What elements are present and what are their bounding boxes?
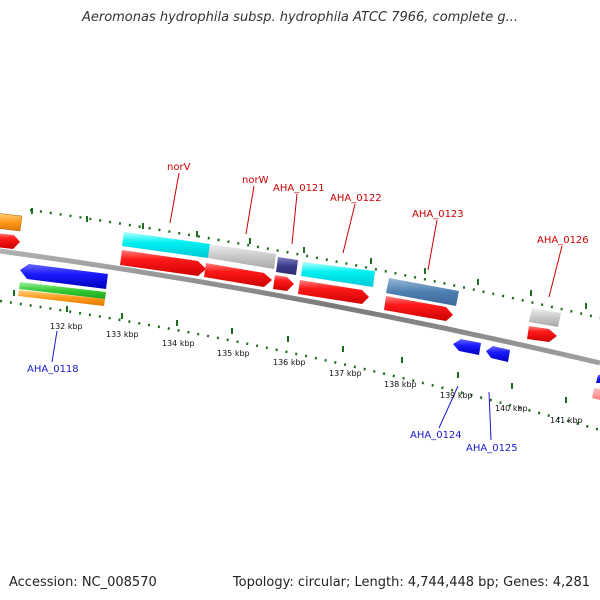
scale-label: 138 kbp — [384, 380, 417, 389]
scale-label: 137 kbp — [329, 369, 362, 378]
gene-feature[interactable] — [276, 257, 298, 275]
scale-label: 133 kbp — [106, 330, 139, 339]
gene-arrow[interactable] — [204, 263, 272, 287]
feature-track-red — [0, 233, 600, 400]
scale-label: 134 kbp — [162, 339, 195, 348]
gene-arrow[interactable] — [384, 296, 453, 321]
gene-feature[interactable] — [0, 213, 23, 232]
label-leaders-bottom — [51, 330, 492, 441]
scale-label: 139 kbp — [440, 391, 473, 400]
gene-feature[interactable] — [596, 375, 600, 383]
gene-feature[interactable] — [208, 244, 276, 269]
scale-label: 132 kbp — [50, 322, 83, 331]
gene-arrow[interactable] — [120, 250, 206, 276]
gene-arrow[interactable] — [273, 275, 294, 291]
gene-label-aha-0122[interactable]: AHA_0122 — [330, 193, 382, 204]
gene-feature[interactable] — [122, 232, 210, 258]
scale-label: 136 kbp — [273, 358, 306, 367]
feature-track-outer — [0, 213, 561, 327]
gene-arrow[interactable] — [20, 264, 108, 289]
gene-label-aha-0121[interactable]: AHA_0121 — [273, 183, 325, 194]
accession-text: Accession: NC_008570 — [9, 575, 157, 590]
gene-label-aha-0126[interactable]: AHA_0126 — [537, 235, 589, 246]
scale-label: 141 kbp — [550, 416, 583, 425]
scale-labels: 132 kbp 133 kbp 134 kbp 135 kbp 136 kbp … — [50, 322, 583, 425]
gene-arrow[interactable] — [527, 326, 557, 342]
scale-label: 135 kbp — [217, 349, 250, 358]
gene-feature[interactable] — [301, 262, 375, 287]
feature-track-below — [18, 264, 600, 383]
scale-label: 140 kbp — [495, 404, 528, 413]
map-title: Aeromonas hydrophila subsp. hydrophila A… — [81, 10, 519, 25]
topology-summary: Topology: circular; Length: 4,744,448 bp… — [232, 575, 590, 590]
inner-major-ticks — [13, 290, 567, 403]
gene-feature[interactable] — [18, 290, 105, 306]
bottom-gene-labels: AHA_0118 AHA_0124 AHA_0125 — [27, 364, 518, 454]
gene-feature[interactable] — [529, 308, 561, 327]
gene-label-norw[interactable]: norW — [242, 175, 269, 186]
gene-arrow[interactable] — [453, 339, 481, 355]
label-leaders-top — [169, 172, 563, 298]
gene-arrow[interactable] — [0, 233, 20, 249]
gene-label-aha-0123[interactable]: AHA_0123 — [412, 209, 464, 220]
gene-arrow[interactable] — [298, 280, 369, 304]
gene-feature[interactable] — [19, 282, 106, 299]
gene-feature[interactable] — [386, 278, 459, 306]
top-gene-labels: norV norW AHA_0121 AHA_0122 AHA_0123 AHA… — [167, 162, 589, 246]
gene-arrow[interactable] — [486, 346, 510, 362]
outer-major-ticks — [31, 208, 587, 309]
gene-label-aha-0118[interactable]: AHA_0118 — [27, 364, 79, 375]
gene-label-aha-0124[interactable]: AHA_0124 — [410, 430, 462, 441]
gene-label-norv[interactable]: norV — [167, 162, 191, 173]
gene-arrow[interactable] — [592, 388, 600, 400]
genome-backbone — [0, 248, 600, 366]
gene-label-aha-0125[interactable]: AHA_0125 — [466, 443, 518, 454]
